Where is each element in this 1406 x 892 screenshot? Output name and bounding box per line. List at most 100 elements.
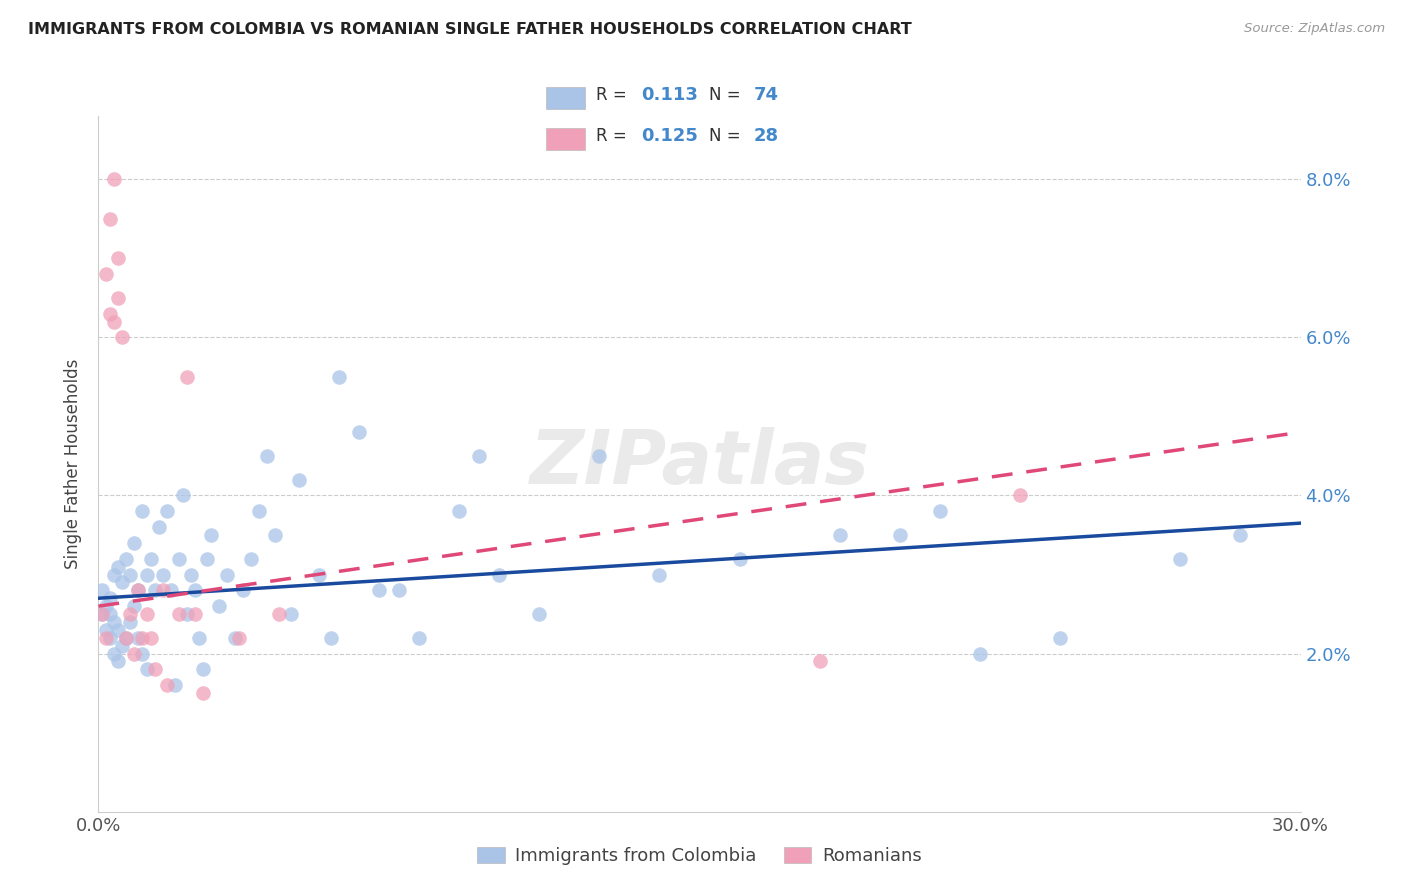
Point (247, 504, 270, 518)
Point (135, 662, 157, 676)
Point (103, 615, 125, 629)
Point (200, 528, 222, 542)
Point (1229, 528, 1251, 542)
Point (468, 449, 491, 463)
Point (100, 591, 122, 606)
Point (408, 631, 430, 645)
Text: IMMIGRANTS FROM COLOMBIA VS ROMANIAN SINGLE FATHER HOUSEHOLDS CORRELATION CHART: IMMIGRANTS FROM COLOMBIA VS ROMANIAN SIN… (28, 22, 912, 37)
Point (128, 631, 150, 645)
Point (100, 607, 122, 621)
Point (191, 662, 214, 676)
Point (163, 678, 186, 692)
Point (728, 551, 751, 566)
Point (107, 291, 129, 305)
Point (107, 559, 129, 574)
Point (187, 631, 209, 645)
Bar (546, 128, 585, 150)
Point (100, 211, 122, 226)
Point (889, 528, 911, 542)
Point (648, 567, 671, 582)
Point (1049, 631, 1071, 645)
Point (135, 607, 157, 621)
Point (224, 631, 246, 645)
Y-axis label: Single Father Households: Single Father Households (65, 359, 83, 569)
Point (228, 631, 250, 645)
Point (96, 599, 118, 614)
Point (288, 473, 311, 487)
Point (115, 631, 138, 645)
Point (128, 583, 150, 598)
Point (120, 567, 142, 582)
Point (135, 567, 157, 582)
Point (107, 623, 129, 637)
Point (91, 607, 114, 621)
Point (319, 631, 342, 645)
Point (131, 631, 153, 645)
Point (103, 567, 125, 582)
Point (180, 567, 202, 582)
Point (111, 330, 134, 344)
Point (111, 575, 134, 590)
Text: R =: R = (596, 87, 633, 104)
Point (308, 567, 330, 582)
Point (239, 551, 262, 566)
Point (120, 607, 142, 621)
Text: N =: N = (709, 128, 745, 145)
Point (91, 583, 114, 598)
Point (124, 647, 146, 661)
Text: 0.113: 0.113 (641, 87, 697, 104)
Point (215, 567, 238, 582)
Point (91, 607, 114, 621)
Legend: Immigrants from Colombia, Romanians: Immigrants from Colombia, Romanians (470, 839, 929, 872)
Point (167, 551, 190, 566)
Text: N =: N = (709, 87, 745, 104)
Point (152, 583, 174, 598)
Text: 28: 28 (754, 128, 779, 145)
Text: ZIPatlas: ZIPatlas (530, 427, 869, 500)
Point (107, 252, 129, 266)
Point (969, 647, 991, 661)
Point (107, 655, 129, 669)
Point (143, 583, 166, 598)
Point (124, 536, 146, 550)
Text: R =: R = (596, 128, 633, 145)
Point (159, 583, 181, 598)
Point (103, 172, 125, 186)
Point (232, 583, 254, 598)
Point (208, 599, 231, 614)
Point (195, 551, 218, 566)
Point (96, 267, 118, 281)
Point (172, 488, 194, 502)
Point (488, 567, 510, 582)
Point (256, 449, 278, 463)
Point (529, 607, 551, 621)
Point (143, 662, 166, 676)
Text: 0.125: 0.125 (641, 128, 697, 145)
Point (368, 583, 391, 598)
Point (155, 678, 177, 692)
Point (828, 528, 851, 542)
Point (347, 425, 370, 440)
Point (176, 607, 198, 621)
Point (388, 583, 411, 598)
Point (1170, 551, 1192, 566)
Point (167, 607, 190, 621)
Point (103, 647, 125, 661)
Point (139, 631, 162, 645)
Point (111, 639, 134, 653)
Point (808, 655, 831, 669)
Point (183, 583, 205, 598)
Point (115, 551, 138, 566)
Point (1010, 488, 1032, 502)
Point (152, 567, 174, 582)
Point (131, 504, 153, 518)
Point (100, 631, 122, 645)
Point (148, 520, 170, 534)
Point (176, 369, 198, 384)
Text: 74: 74 (754, 87, 779, 104)
Point (96, 623, 118, 637)
Point (103, 314, 125, 328)
Bar (546, 87, 585, 109)
Point (191, 686, 214, 700)
Point (267, 607, 290, 621)
